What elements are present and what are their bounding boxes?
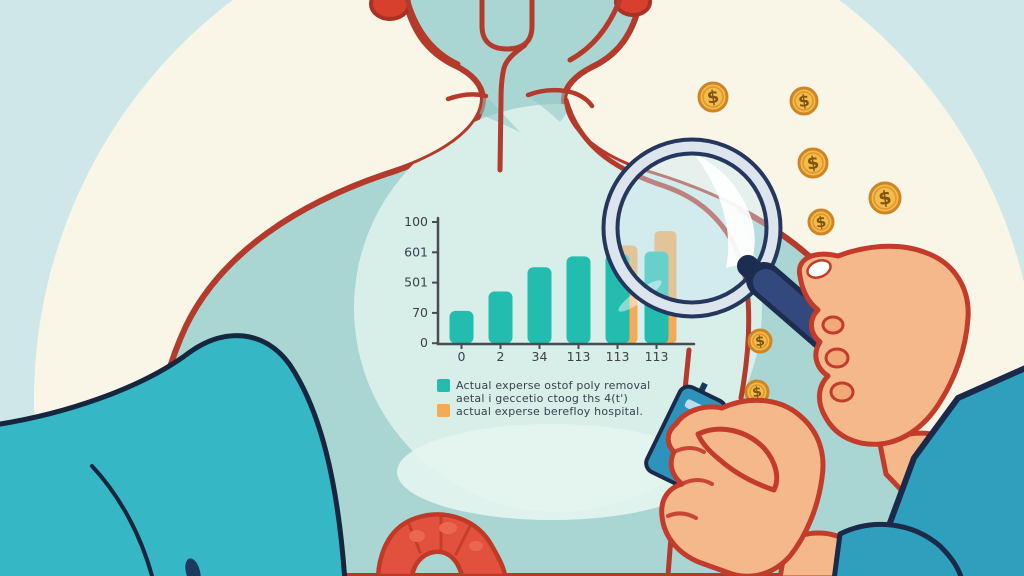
- thumbnail: [806, 259, 832, 279]
- teal-blob: [0, 333, 348, 576]
- dollar-sign: $: [806, 153, 821, 175]
- x-axis-tick-label: 2: [497, 349, 505, 364]
- bar-teal: [488, 291, 513, 344]
- coin: $: [789, 86, 819, 116]
- colon-patch: [409, 530, 425, 542]
- sleeve-bottom: [832, 521, 964, 576]
- blob-fold-line: [90, 464, 154, 576]
- coin-ring: [702, 86, 724, 108]
- jaw-line-right: [567, 0, 623, 63]
- blob-sliver: [185, 558, 201, 576]
- fingertip: [821, 315, 845, 335]
- x-axis-tick-label: 34: [532, 349, 548, 364]
- legend-line-1: Actual experse ostof poly removal: [456, 379, 650, 392]
- coin-ring: [802, 152, 824, 174]
- legend-line-3: actual experse berefIoy hospital.: [456, 405, 643, 418]
- y-axis-ticks: 100 601 501 70 0: [404, 214, 438, 350]
- bar-teal: [566, 256, 591, 344]
- dollar-sign: $: [754, 333, 766, 350]
- rim-band: [605, 141, 779, 315]
- y-axis-tick-label: 601: [404, 244, 428, 259]
- right-ear: [614, 0, 652, 17]
- lens-glint: [694, 154, 755, 268]
- dollar-sign: $: [706, 87, 721, 109]
- coin-ring: [752, 333, 768, 349]
- legend-swatch-teal: [437, 379, 450, 392]
- thumb-left: [695, 426, 780, 493]
- bar-teal: [527, 267, 552, 344]
- y-axis-tick-label: 0: [420, 335, 428, 350]
- left-ear: [369, 0, 411, 21]
- coin-ring: [873, 186, 897, 210]
- coin: $: [797, 147, 829, 179]
- dollar-sign: $: [751, 384, 763, 401]
- y-axis-tick-label: 70: [412, 305, 428, 320]
- coin-ring: [794, 91, 814, 111]
- coin: $: [747, 328, 773, 354]
- x-axis-tick-label: 113: [606, 349, 630, 364]
- dollar-sign: $: [815, 212, 828, 231]
- hand-right: [796, 243, 1024, 576]
- rim-inner-line: [615, 151, 769, 305]
- x-axis-tick-label: 113: [567, 349, 591, 364]
- knuckle-lines: [666, 446, 714, 520]
- sleeve-right: [867, 365, 1024, 576]
- coin-ring: [812, 213, 830, 231]
- chest-highlight: [397, 424, 707, 520]
- x-axis-tick-label: 113: [645, 349, 669, 364]
- clavicle-line-left: [445, 92, 489, 102]
- fingertip: [829, 381, 855, 403]
- colon-shape: [375, 512, 508, 576]
- hand-left: [644, 382, 964, 576]
- jaw-line-left: [405, 0, 461, 67]
- blob-body: [0, 333, 348, 576]
- clavicle-line-right: [525, 88, 595, 109]
- coin: $: [807, 208, 835, 236]
- fingertip: [824, 347, 850, 369]
- chart-legend: Actual experse ostof poly removal aetal …: [437, 379, 650, 418]
- bar-teal: [449, 310, 474, 344]
- chest-spotlight-circle: [354, 104, 762, 512]
- x-axis-tick-label: 0: [458, 349, 466, 364]
- x-axis-ticks: 0 2 34 113 113 113: [458, 344, 669, 364]
- legend-swatch-orange: [437, 404, 450, 417]
- coin: $: [697, 81, 729, 113]
- throat-line: [497, 42, 528, 173]
- y-axis-tick-label: 501: [404, 275, 428, 290]
- dollar-sign: $: [877, 187, 893, 210]
- legend-line-2: aetal i geccetio ctoog ths 4(t'): [456, 392, 628, 405]
- coin: $: [868, 181, 902, 215]
- chin-line: [479, 0, 535, 52]
- rim-outer-line: [601, 137, 783, 319]
- colon-patch: [469, 541, 483, 551]
- colon-patch: [439, 522, 457, 534]
- coins: $ $ $ $ $ $ $: [697, 81, 902, 405]
- y-axis-tick-label: 100: [404, 214, 428, 229]
- dollar-sign: $: [797, 91, 811, 111]
